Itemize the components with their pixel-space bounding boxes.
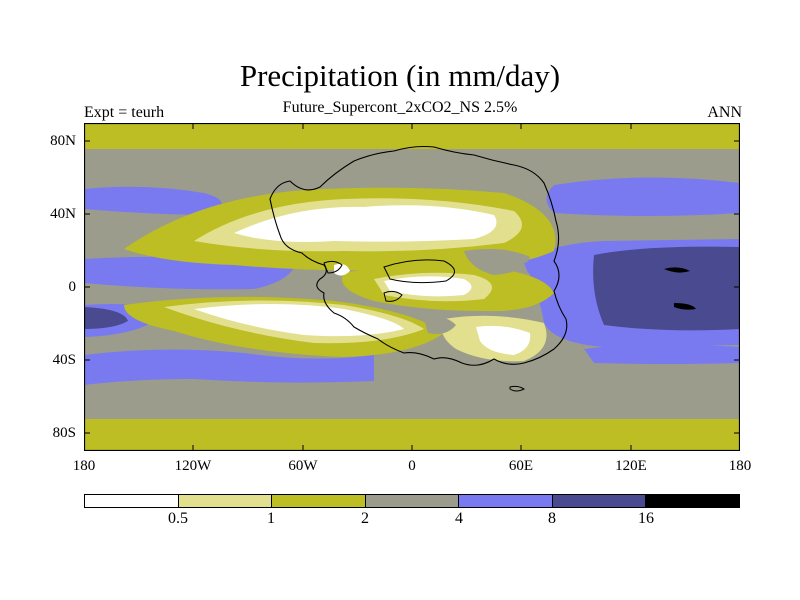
inland-blue-patch [524, 261, 546, 274]
colorbar-segment [365, 495, 460, 507]
inland-grey-patch-2 [424, 317, 456, 334]
small-desert-patch [334, 263, 350, 276]
xtick-label: 60E [508, 458, 534, 474]
colorbar-label: 0.5 [168, 510, 188, 527]
inner-lake-outline [383, 259, 455, 284]
island-outline-3 [509, 385, 525, 392]
colorbar-segment [178, 495, 273, 507]
ytick-label: 80S [52, 425, 76, 441]
chart-title: Precipitation (in mm/day) [239, 58, 561, 93]
colorbar-segment [85, 495, 179, 507]
max-precip-2 [674, 303, 696, 310]
storm-track-se [584, 344, 740, 364]
xtick-label: 120E [615, 458, 647, 474]
colorbar-label: 2 [361, 510, 369, 527]
colorbar-segment [272, 495, 366, 507]
itcz-east-dark [593, 246, 740, 331]
xtick-label: 120W [174, 458, 212, 474]
colorbar-label: 4 [455, 510, 463, 527]
colorbar-segment [646, 495, 740, 507]
ytick-label: 80N [50, 133, 76, 149]
colorbar-segment [552, 495, 647, 507]
colorbar-label: 16 [638, 510, 654, 527]
chart-subtitle: Future_Supercont_2xCO2_NS 2.5% [282, 99, 518, 116]
colorbar-label: 8 [548, 510, 556, 527]
max-precip-1 [664, 267, 690, 273]
colorbar-label: 1 [267, 510, 275, 527]
xtick-label: 0 [408, 458, 416, 474]
ytick-label: 40N [50, 206, 76, 222]
colorbar [84, 494, 740, 508]
xtick-label: 180 [72, 458, 96, 474]
south-band-edge [84, 428, 740, 451]
precipitation-map [84, 123, 740, 451]
tick-marks [84, 123, 740, 451]
supercontinent-outline [269, 145, 568, 366]
north-desert [234, 205, 497, 242]
inland-grey-patch [464, 249, 530, 275]
itcz-sw-dark [84, 307, 128, 329]
map-svg [84, 123, 740, 451]
season-label: ANN [707, 104, 742, 121]
south-desert [194, 304, 404, 337]
colorbar-segment [459, 495, 553, 507]
southern-land-desert [476, 325, 531, 355]
xtick-label: 180 [728, 458, 752, 474]
xtick-label: 60W [288, 458, 318, 474]
island-outline-2 [383, 290, 403, 302]
experiment-label: Expt = teurh [84, 104, 165, 121]
island-outline-1 [323, 260, 343, 274]
storm-track-sw [84, 349, 374, 385]
ytick-label: 40S [52, 352, 76, 368]
storm-track-nw [84, 186, 222, 215]
ytick-label: 0 [68, 279, 77, 295]
storm-track-ne [546, 177, 740, 216]
